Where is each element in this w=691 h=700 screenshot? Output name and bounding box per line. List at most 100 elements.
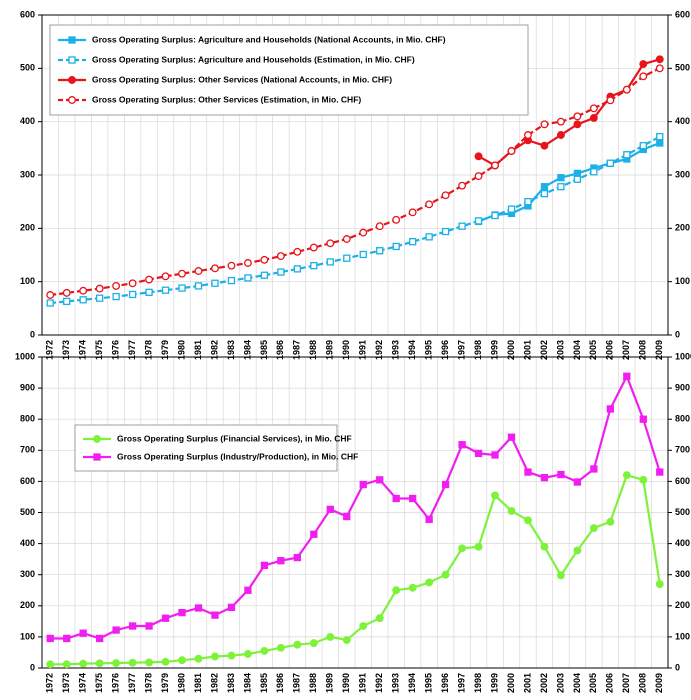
x-tick-label: 1995 <box>424 340 434 360</box>
point <box>622 85 631 94</box>
x-tick-label: 1972 <box>45 340 55 360</box>
x-tick-label: 2005 <box>588 673 598 693</box>
legend-marker <box>68 56 76 64</box>
point <box>112 659 121 667</box>
point <box>79 286 88 295</box>
x-tick-label: 1989 <box>325 340 335 360</box>
x-tick-label: 1986 <box>275 340 285 360</box>
point <box>408 583 417 592</box>
x-tick-label: 1976 <box>111 340 121 360</box>
point <box>425 515 433 523</box>
point <box>326 239 335 248</box>
point <box>211 264 219 273</box>
point <box>343 254 351 262</box>
x-tick-label: 1986 <box>275 673 285 693</box>
point <box>655 580 664 588</box>
y-tick-label: 500 <box>20 507 35 517</box>
x-tick-label: 1982 <box>209 673 219 693</box>
point <box>606 405 614 413</box>
point <box>557 174 565 182</box>
point <box>293 265 301 273</box>
y-tick-label: 0 <box>30 662 35 672</box>
point <box>656 468 664 476</box>
x-tick-label: 1983 <box>226 340 236 360</box>
point <box>589 113 598 122</box>
x-tick-label: 2001 <box>522 340 532 360</box>
legend: Gross Operating Surplus (Financial Servi… <box>74 424 358 472</box>
x-tick-label: 1984 <box>242 340 252 360</box>
legend-marker <box>93 435 101 443</box>
x-tick-label: 1979 <box>160 340 170 360</box>
y-tick-label: 200 <box>20 223 35 233</box>
point <box>392 586 401 595</box>
point <box>227 261 236 270</box>
point <box>145 622 153 630</box>
x-tick-label: 1999 <box>489 340 499 360</box>
point <box>96 634 104 643</box>
x-tick-label: 1979 <box>160 673 170 693</box>
point <box>161 657 170 666</box>
x-tick-label: 1981 <box>193 340 203 360</box>
point <box>606 96 615 105</box>
point <box>326 632 335 641</box>
y-tick-label: 400 <box>20 538 35 548</box>
x-tick-label: 1973 <box>61 673 71 693</box>
y-tick-label: 800 <box>20 414 35 424</box>
y2-tick-label: 900 <box>675 382 690 392</box>
point <box>441 191 450 200</box>
point <box>194 282 203 290</box>
point <box>474 449 483 458</box>
point <box>409 494 417 503</box>
y2-tick-label: 600 <box>675 476 690 486</box>
point <box>590 168 598 176</box>
y2-tick-label: 300 <box>675 569 690 579</box>
y2-tick-label: 200 <box>675 223 690 233</box>
y-tick-label: 500 <box>20 63 35 73</box>
point <box>95 659 104 668</box>
point <box>441 227 450 236</box>
point <box>639 475 648 484</box>
point <box>376 247 384 255</box>
point <box>639 60 648 69</box>
point <box>573 546 582 555</box>
point <box>359 480 367 489</box>
point <box>606 159 614 167</box>
x-tick-label: 2006 <box>605 340 615 360</box>
legend-label: Gross Operating Surplus: Agriculture and… <box>92 54 415 64</box>
point <box>474 152 483 161</box>
y2-tick-label: 0 <box>675 329 680 339</box>
x-tick-label: 1974 <box>78 340 88 360</box>
x-tick-label: 2008 <box>638 340 648 360</box>
point <box>556 117 565 126</box>
point <box>326 505 334 514</box>
point <box>556 571 565 580</box>
series <box>46 372 664 643</box>
point <box>392 215 401 224</box>
point <box>161 272 170 281</box>
point <box>491 491 499 500</box>
point <box>392 242 400 251</box>
point <box>458 181 467 190</box>
x-tick-label: 1988 <box>308 340 318 360</box>
x-tick-label: 1997 <box>456 673 466 693</box>
point <box>359 622 368 630</box>
point <box>293 640 302 649</box>
point <box>376 476 384 484</box>
x-tick-label: 2000 <box>506 673 516 693</box>
x-tick-label: 1985 <box>259 673 269 693</box>
point <box>178 656 186 665</box>
point <box>623 151 631 159</box>
point <box>425 200 434 209</box>
point <box>145 658 154 667</box>
x-tick-label: 1991 <box>358 340 368 360</box>
point <box>244 586 252 594</box>
point <box>79 659 88 668</box>
x-tick-label: 1994 <box>407 340 417 360</box>
point <box>63 634 71 643</box>
point <box>96 294 104 302</box>
point <box>277 268 285 276</box>
point <box>375 614 384 623</box>
point <box>178 269 186 278</box>
point <box>425 233 433 241</box>
y2-tick-label: 1000 <box>675 351 691 361</box>
